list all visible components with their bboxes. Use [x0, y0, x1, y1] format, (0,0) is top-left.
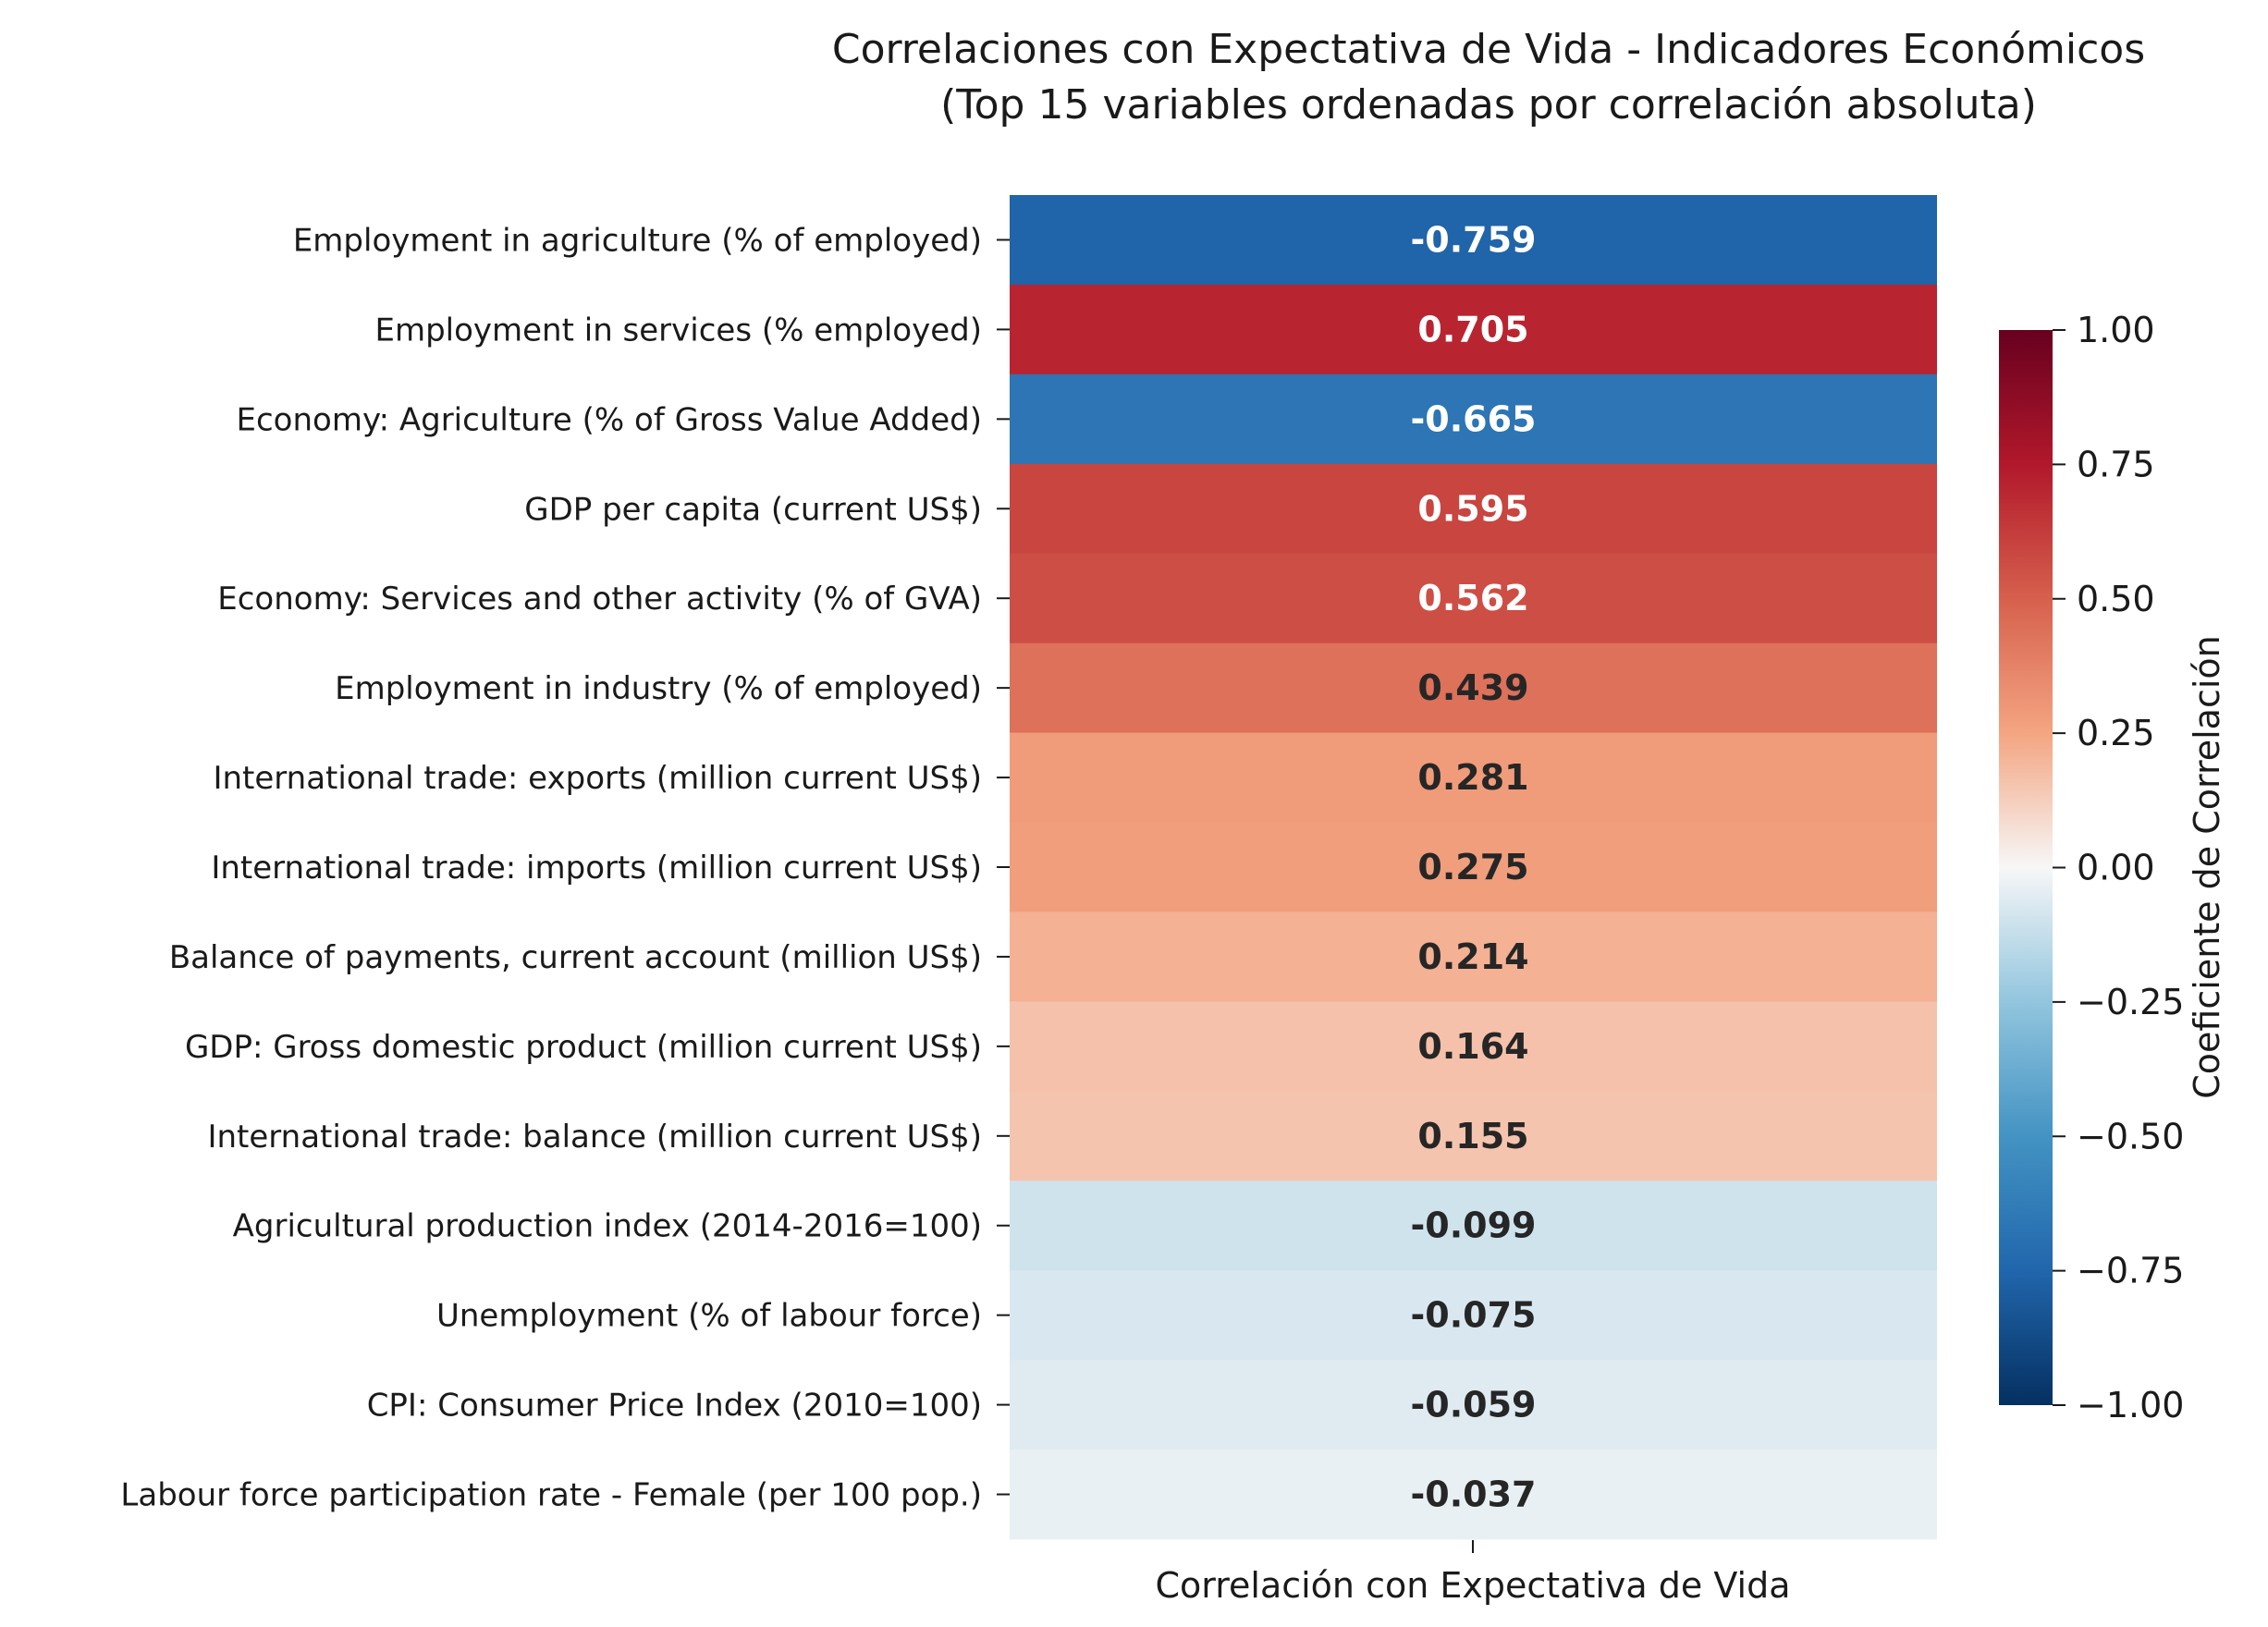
heatmap-cells: -0.759 0.705 -0.665 0.595 0.562 0.439 0.281 0.2…	[1010, 195, 1937, 1540]
cell-value-label: -0.759	[1411, 219, 1537, 260]
row-label: International trade: imports (million cu…	[211, 850, 982, 887]
cell-value-label: -0.059	[1411, 1385, 1537, 1425]
row-label: Employment in industry (% of employed)	[335, 670, 982, 707]
colorbar-tick-label: 0.75	[2077, 444, 2155, 484]
colorbar-tick-label: 0.00	[2077, 848, 2155, 888]
heatmap-cell	[1010, 1270, 1937, 1361]
heatmap-cell	[1010, 1360, 1937, 1450]
row-label: Labour force participation rate - Female…	[120, 1477, 982, 1514]
cell-value-label: 0.595	[1417, 488, 1528, 529]
cell-value-label: -0.099	[1411, 1205, 1537, 1246]
row-label: Economy: Agriculture (% of Gross Value A…	[237, 401, 983, 438]
colorbar-tick-label: −0.25	[2077, 982, 2184, 1022]
heatmap-cell	[1010, 463, 1937, 555]
heatmap-cell	[1010, 1180, 1937, 1271]
heatmap-cell	[1010, 822, 1937, 912]
row-label: CPI: Consumer Price Index (2010=100)	[367, 1388, 982, 1425]
cell-value-label: 0.281	[1417, 757, 1528, 798]
chart-subtitle: (Top 15 variables ordenadas por correlac…	[940, 81, 2037, 128]
cell-value-label: 0.164	[1417, 1026, 1528, 1067]
heatmap-cell	[1010, 1091, 1937, 1181]
heatmap-cell	[1010, 1001, 1937, 1092]
heatmap-cell	[1010, 195, 1937, 286]
heatmap-cell	[1010, 911, 1937, 1002]
row-label: Employment in services (% employed)	[374, 312, 982, 349]
cell-value-label: 0.705	[1417, 309, 1528, 349]
x-axis: Correlación con Expectativa de Vida	[1155, 1540, 1791, 1606]
colorbar-tick-label: −1.00	[2077, 1385, 2184, 1425]
cell-value-label: 0.214	[1417, 936, 1528, 977]
row-label: International trade: exports (million cu…	[213, 760, 982, 797]
colorbar-label: Coeficiente de Correlación	[2187, 635, 2227, 1098]
chart-title-group: Correlaciones con Expectativa de Vida - …	[832, 26, 2145, 128]
cell-value-label: 0.275	[1417, 847, 1528, 887]
colorbar-ticks: 1.00 0.75 0.50 0.25 0.00 −0.25 −0.50 −0.75 −1.00	[2053, 310, 2184, 1425]
row-label: GDP: Gross domestic product (million cur…	[185, 1029, 982, 1066]
colorbar-tick-label: −0.75	[2077, 1251, 2184, 1291]
row-label: Economy: Services and other activity (% …	[217, 581, 982, 618]
row-label: Balance of payments, current account (mi…	[169, 939, 982, 976]
colorbar-tick-label: 1.00	[2077, 310, 2155, 350]
chart-title: Correlaciones con Expectativa de Vida - …	[832, 26, 2145, 73]
colorbar-tick-label: 0.50	[2077, 579, 2155, 619]
colorbar-gradient	[1999, 330, 2053, 1405]
heatmap-cell	[1010, 642, 1937, 734]
colorbar: 1.00 0.75 0.50 0.25 0.00 −0.25 −0.50 −0.75 −1.00…	[1999, 310, 2227, 1425]
colorbar-tick-label: −0.50	[2077, 1116, 2184, 1156]
cell-value-label: 0.155	[1417, 1116, 1528, 1156]
row-label: Agricultural production index (2014-2016…	[233, 1208, 982, 1245]
row-label: GDP per capita (current US$)	[524, 491, 982, 528]
heatmap-cell	[1010, 284, 1937, 375]
colorbar-tick-label: 0.25	[2077, 713, 2155, 753]
row-label: Employment in agriculture (% of employed…	[293, 222, 982, 259]
x-axis-label: Correlación con Expectativa de Vida	[1155, 1565, 1790, 1606]
heatmap-cell	[1010, 1450, 1937, 1540]
heatmap-cell	[1010, 732, 1937, 824]
row-labels: Employment in agriculture (% of employed…	[120, 222, 1010, 1514]
row-label: Unemployment (% of labour force)	[436, 1298, 982, 1335]
cell-value-label: 0.562	[1417, 578, 1528, 618]
heatmap-cell	[1010, 373, 1937, 465]
cell-value-label: -0.037	[1411, 1474, 1537, 1515]
cell-value-label: -0.075	[1411, 1295, 1537, 1336]
heatmap-cell	[1010, 553, 1937, 644]
row-label: International trade: balance (million cu…	[207, 1119, 982, 1156]
cell-value-label: -0.665	[1411, 398, 1537, 439]
cell-value-label: 0.439	[1417, 667, 1528, 708]
